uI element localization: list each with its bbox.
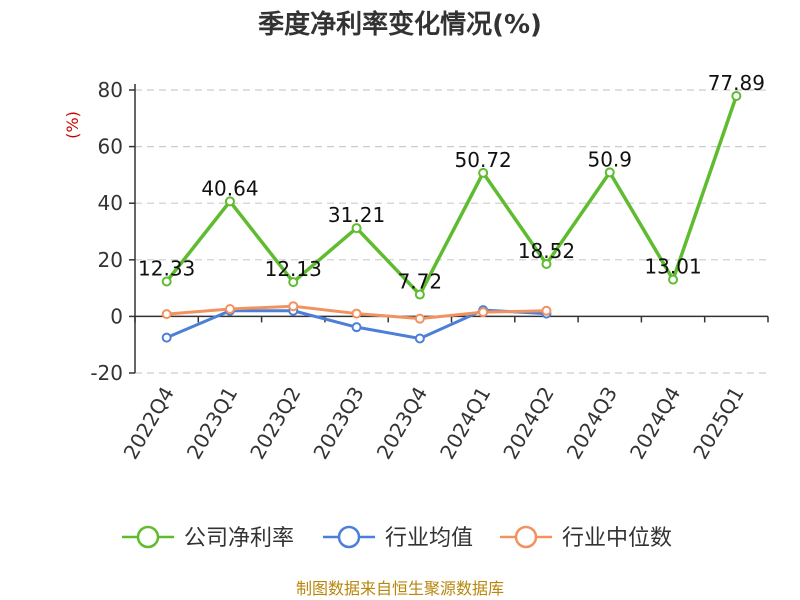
x-tick-label: 2023Q3 (308, 383, 368, 464)
data-point (541, 305, 552, 316)
data-point (351, 308, 362, 319)
data-point (731, 90, 742, 101)
data-point (224, 304, 235, 315)
y-tick-label: 20 (98, 248, 123, 272)
x-tick-label: 2024Q4 (625, 383, 685, 464)
data-label: 12.13 (265, 257, 322, 281)
x-tick-label: 2022Q4 (119, 383, 179, 464)
y-axis-unit-label: (%) (63, 111, 82, 139)
data-label: 77.89 (708, 71, 765, 95)
data-label: 13.01 (644, 255, 701, 279)
data-point (604, 167, 615, 178)
y-tick-label: -20 (90, 361, 123, 385)
y-tick-label: 40 (98, 191, 123, 215)
y-tick-label: 60 (98, 135, 123, 159)
data-point (414, 313, 425, 324)
data-point (288, 277, 299, 288)
data-point (541, 258, 552, 269)
data-point (224, 196, 235, 207)
data-point (351, 322, 362, 333)
y-tick-label: 80 (98, 78, 123, 102)
legend-label: 行业中位数 (562, 526, 672, 551)
data-label: 40.64 (201, 176, 258, 200)
data-label: 18.52 (518, 239, 575, 263)
data-label: 31.21 (328, 203, 385, 227)
data-point (288, 301, 299, 312)
x-tick-label: 2025Q1 (688, 383, 748, 464)
data-point (161, 309, 172, 320)
x-tick-label: 2024Q3 (562, 383, 622, 464)
y-tick-label: 0 (110, 304, 123, 328)
data-labels: 12.33 40.64 12.13 31.21 7.72 50.72 18.52 50.9 13… (138, 71, 765, 294)
x-tick-label: 2024Q1 (435, 383, 495, 464)
data-label: 50.9 (587, 147, 632, 171)
chart-title: 季度净利率变化情况(%) (258, 9, 542, 40)
x-tick-label: 2024Q2 (498, 383, 558, 464)
data-point (161, 276, 172, 287)
source-note: 制图数据来自恒生聚源数据库 (296, 579, 504, 598)
x-tick-label: 2023Q1 (182, 383, 242, 464)
legend-marker (136, 525, 160, 549)
data-point (478, 307, 489, 318)
legend: 公司净利率 行业均值 行业中位数 (122, 525, 672, 551)
data-point (414, 289, 425, 300)
data-point (414, 333, 425, 344)
series-lines (161, 90, 742, 344)
data-label: 12.33 (138, 257, 195, 281)
data-label: 7.72 (398, 270, 443, 294)
data-point (668, 274, 679, 285)
series-line (165, 95, 739, 297)
data-label: 50.72 (455, 148, 512, 172)
legend-marker (337, 525, 361, 549)
data-point (478, 167, 489, 178)
data-point (351, 223, 362, 234)
legend-label: 行业均值 (385, 526, 473, 551)
grid-lines (135, 89, 768, 374)
x-tick-label: 2023Q2 (245, 383, 305, 464)
x-tick-label: 2023Q4 (372, 383, 432, 464)
data-point (161, 332, 172, 343)
legend-marker (514, 525, 538, 549)
legend-label: 公司净利率 (184, 526, 294, 551)
